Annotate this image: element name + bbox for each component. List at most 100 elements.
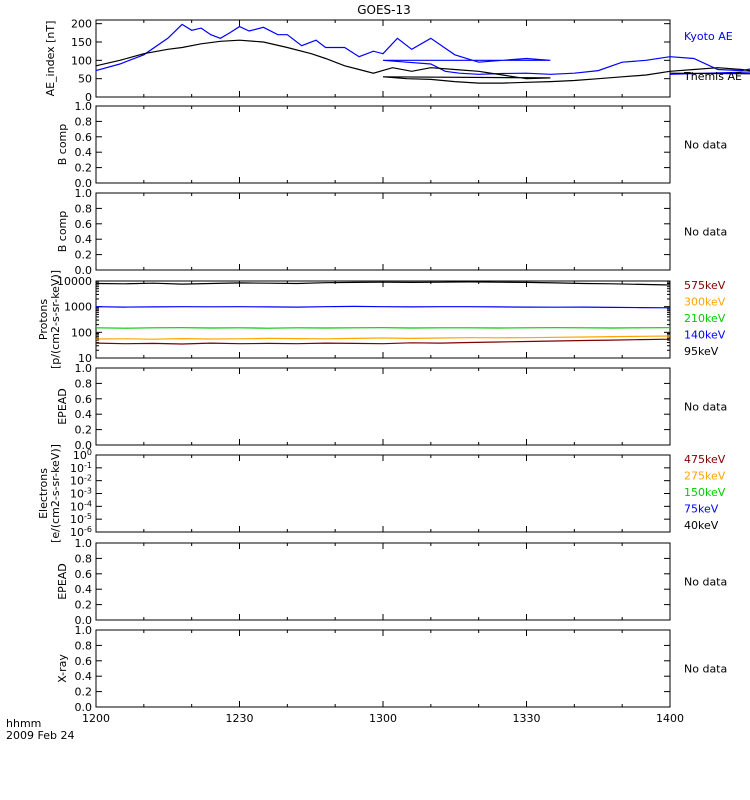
- y-tick-label: 0.8: [75, 639, 93, 652]
- y-tick-label: 10000: [57, 275, 92, 288]
- series-line-300kev: [95, 335, 671, 340]
- series-line-95kev: [95, 281, 671, 286]
- legend-150kev: 150keV: [684, 486, 726, 499]
- y-tick-label: 0.6: [75, 218, 93, 231]
- y-tick-label: 50: [78, 73, 92, 86]
- y-tick-label: 0.0: [75, 614, 93, 627]
- y-tick-label: 0.4: [75, 146, 93, 159]
- footer-date: 2009 Feb 24: [6, 729, 74, 742]
- legend-210kev: 210keV: [684, 312, 726, 325]
- legend-300kev: 300keV: [684, 296, 726, 309]
- y-tick-label: 1.0: [75, 362, 93, 375]
- y-tick-label: 0.6: [75, 393, 93, 406]
- y-tick-label: 0.2: [75, 686, 93, 699]
- y-tick-label: 100: [73, 448, 92, 462]
- footer-hhmm: hhmm: [6, 717, 41, 730]
- y-tick-label: 10-5: [70, 512, 92, 526]
- y-tick-label: 1.0: [75, 100, 93, 113]
- panel-5: 0.0 0.2 0.4 0.6 0.8 1.0 EPEAD No data: [56, 362, 727, 452]
- y-axis-label: Protons: [37, 299, 50, 340]
- panel-frame: [95, 629, 671, 708]
- x-tick-label: 1230: [226, 712, 254, 725]
- y-tick-label: 0.0: [75, 264, 93, 277]
- y-tick-label: 0: [85, 91, 92, 104]
- x-tick-label: 1200: [82, 712, 110, 725]
- y-tick-label: 1.0: [75, 537, 93, 550]
- y-tick-label: 10-1: [70, 461, 92, 475]
- y-tick-label: 0.8: [75, 552, 93, 565]
- y-tick-label: 10-2: [70, 474, 92, 488]
- no-data-label: No data: [684, 663, 727, 676]
- y-axis-label: EPEAD: [56, 388, 69, 425]
- y-tick-label: 0.2: [75, 599, 93, 612]
- y-tick-label: 0.4: [75, 670, 93, 683]
- y-tick-label: 0.4: [75, 408, 93, 421]
- panel-3: 0.0 0.2 0.4 0.6 0.8 1.0 B comp No data: [56, 187, 727, 277]
- panels: 0 50 100 150 200 AE_index [nT] Kyoto AE Themis …: [37, 18, 750, 725]
- figure-title: GOES-13: [357, 3, 411, 17]
- y-axis-units: [p/(cm2-s-sr-keV)]: [49, 270, 62, 369]
- y-axis-units: [e/(cm2-s-sr-keV)]: [49, 444, 62, 543]
- no-data-label: No data: [684, 401, 727, 414]
- legend-40kev: 40keV: [684, 519, 719, 532]
- y-tick-label: 0.6: [75, 655, 93, 668]
- legend-475kev: 475keV: [684, 453, 726, 466]
- panel-frame: [95, 454, 671, 533]
- y-axis-label: X-ray: [56, 654, 69, 683]
- y-tick-label: 0.2: [75, 162, 93, 175]
- series-line-themis-ae: [95, 39, 750, 84]
- legend-140kev: 140keV: [684, 329, 726, 342]
- x-tick-label: 1300: [369, 712, 397, 725]
- legend-themis-ae: Themis AE: [683, 70, 742, 83]
- y-tick-label: 1.0: [75, 624, 93, 637]
- y-axis-label: AE_index [nT]: [44, 21, 57, 97]
- y-tick-label: 1000: [64, 301, 92, 314]
- panel-4: 10 100 1000 10000 Protons [p/(cm2-s-sr-keV)] 5…: [37, 270, 726, 369]
- y-tick-label: 10-6: [70, 525, 92, 539]
- y-tick-label: 0.8: [75, 115, 93, 128]
- y-tick-label: 0.8: [75, 202, 93, 215]
- y-tick-label: 0.0: [75, 439, 93, 452]
- y-axis-label: B comp: [56, 211, 69, 253]
- y-tick-label: 0.2: [75, 249, 93, 262]
- y-axis-label: B comp: [56, 124, 69, 166]
- panel-frame: [95, 367, 671, 446]
- y-tick-label: 0.4: [75, 233, 93, 246]
- y-tick-label: 10-4: [70, 499, 92, 513]
- legend-95kev: 95keV: [684, 345, 719, 358]
- legend-575kev: 575keV: [684, 279, 726, 292]
- y-axis-label: Electrons: [37, 468, 50, 519]
- panel-frame: [95, 105, 671, 184]
- y-tick-label: 0.0: [75, 701, 93, 714]
- y-tick-label: 0.6: [75, 568, 93, 581]
- y-tick-label: 100: [71, 326, 92, 339]
- y-tick-label: 0.8: [75, 377, 93, 390]
- panel-frame: [95, 19, 671, 98]
- y-tick-label: 150: [71, 36, 92, 49]
- series-line-140kev: [95, 305, 671, 309]
- legend-75kev: 75keV: [684, 503, 719, 516]
- series-line-kyoto-ae: [95, 23, 750, 75]
- y-tick-label: 0.4: [75, 583, 93, 596]
- y-tick-label: 0.2: [75, 424, 93, 437]
- y-tick-label: 100: [71, 54, 92, 67]
- panel-2: 0.0 0.2 0.4 0.6 0.8 1.0 B comp No data: [56, 100, 727, 190]
- no-data-label: No data: [684, 139, 727, 152]
- x-tick-label: 1400: [656, 712, 684, 725]
- y-tick-label: 1.0: [75, 187, 93, 200]
- x-tick-label: 1330: [513, 712, 541, 725]
- y-tick-label: 0.6: [75, 131, 93, 144]
- no-data-label: No data: [684, 226, 727, 239]
- panel-frame: [95, 192, 671, 271]
- panel-1: 0 50 100 150 200 AE_index [nT] Kyoto AE Themis …: [44, 18, 750, 104]
- series-line-575kev: [95, 338, 671, 345]
- legend-kyoto-ae: Kyoto AE: [684, 30, 733, 43]
- y-axis-label: EPEAD: [56, 563, 69, 600]
- panel-8: 0.0 0.2 0.4 0.6 0.8 1.0 X-ray No data 1200 1230 13…: [56, 624, 727, 725]
- y-tick-label: 10: [78, 352, 92, 365]
- y-tick-label: 0.0: [75, 177, 93, 190]
- no-data-label: No data: [684, 576, 727, 589]
- legend-275kev: 275keV: [684, 470, 726, 483]
